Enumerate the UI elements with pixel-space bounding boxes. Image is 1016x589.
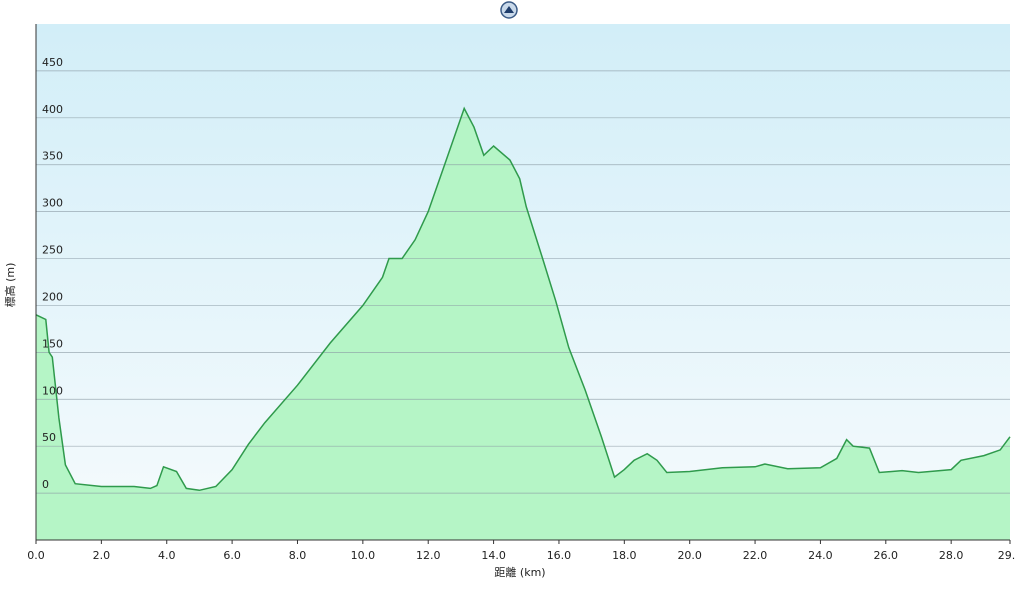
- y-tick-label: 100: [42, 384, 63, 397]
- x-tick-label: 10.0: [351, 549, 376, 562]
- y-tick-label: 300: [42, 197, 63, 210]
- elevation-line: [35, 106, 1011, 492]
- y-tick-label: 250: [42, 244, 63, 257]
- x-tick-label: 22.0: [743, 549, 768, 562]
- x-tick-label: 16.0: [547, 549, 572, 562]
- x-tick-label: 28.0: [939, 549, 964, 562]
- x-tick-label: 12.0: [416, 549, 441, 562]
- y-tick-label: 150: [42, 337, 63, 350]
- collapse-button[interactable]: [500, 1, 518, 19]
- x-tick-label: 14.0: [481, 549, 506, 562]
- y-tick-label: 50: [42, 431, 56, 444]
- x-tick-label: 2.0: [93, 549, 111, 562]
- area-fill: [36, 108, 1010, 541]
- y-tick-label: 0: [42, 478, 49, 491]
- x-tick-label: 0.0: [27, 549, 45, 562]
- x-tick-label: 26.0: [874, 549, 899, 562]
- x-tick-label: 24.0: [808, 549, 833, 562]
- y-tick-label: 400: [42, 103, 63, 116]
- x-tick-label: 8.0: [289, 549, 307, 562]
- y-axis-label: 標高 (m): [3, 263, 17, 308]
- x-axis-label: 距離 (km): [494, 565, 545, 579]
- x-tick-label: 4.0: [158, 549, 176, 562]
- x-tick-label: 18.0: [612, 549, 637, 562]
- y-tick-label: 200: [42, 290, 63, 303]
- x-tick-label: 6.0: [223, 549, 241, 562]
- x-tick-label: 29.8: [998, 549, 1016, 562]
- y-tick-label: 450: [42, 56, 63, 69]
- x-tick-label: 20.0: [677, 549, 702, 562]
- y-tick-label: 350: [42, 150, 63, 163]
